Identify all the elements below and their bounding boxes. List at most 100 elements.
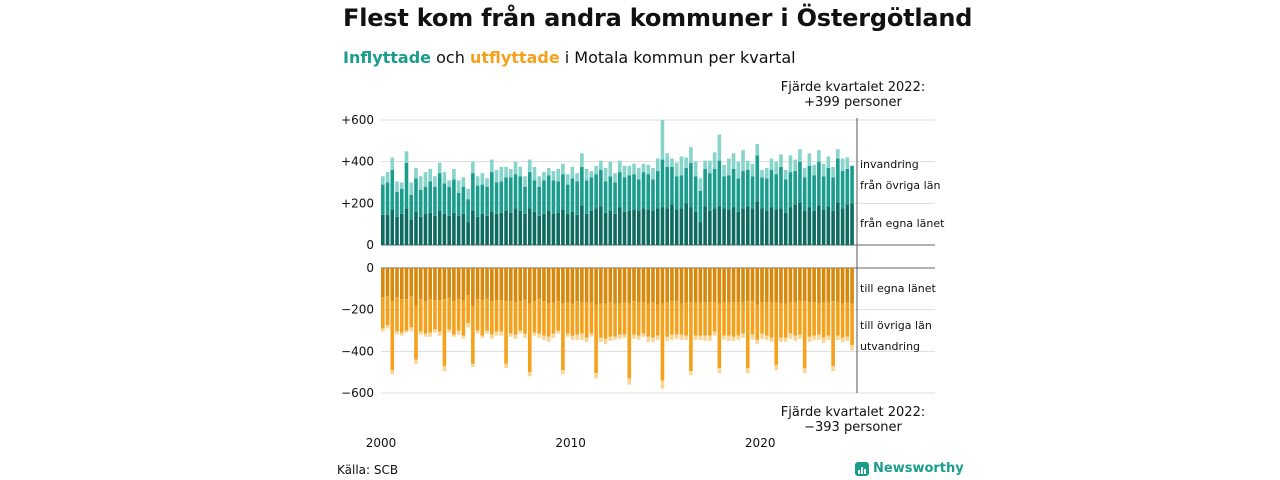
bar-in-other bbox=[646, 174, 651, 210]
bar-in-other bbox=[508, 177, 513, 213]
bar-out-local bbox=[736, 268, 741, 303]
bar-in-other bbox=[542, 180, 546, 214]
bar-out-foreign bbox=[831, 365, 835, 372]
bar-out-other bbox=[456, 299, 461, 331]
bar-out-local bbox=[589, 268, 594, 303]
bar-in-foreign bbox=[499, 166, 504, 182]
bar-out-other bbox=[603, 303, 608, 339]
bar-in-other bbox=[518, 176, 523, 211]
bar-in-other bbox=[385, 182, 390, 215]
bar-out-local bbox=[845, 268, 850, 303]
bar-out-local bbox=[802, 268, 807, 302]
bar-in-foreign bbox=[831, 166, 835, 178]
bar-in-local bbox=[461, 213, 466, 245]
bar-in-other bbox=[632, 174, 636, 210]
bar-in-other bbox=[831, 177, 835, 211]
bar-out-foreign bbox=[845, 336, 850, 341]
bar-in-local bbox=[556, 212, 560, 245]
bar-in-local bbox=[836, 202, 840, 245]
bar-out-other bbox=[698, 302, 703, 336]
bar-out-local bbox=[750, 268, 755, 302]
bar-in-other bbox=[570, 178, 575, 212]
bar-in-other bbox=[689, 162, 693, 208]
bar-out-foreign bbox=[565, 333, 570, 337]
bar-out-foreign bbox=[589, 333, 594, 337]
bar-in-local bbox=[622, 211, 627, 245]
bar-out-foreign bbox=[764, 335, 769, 340]
bar-in-foreign bbox=[551, 171, 556, 181]
x-tick-label: 2010 bbox=[555, 436, 586, 450]
bar-in-local bbox=[409, 220, 414, 245]
bar-out-local bbox=[774, 268, 779, 303]
bar-out-foreign bbox=[485, 330, 489, 334]
bar-out-other bbox=[399, 299, 404, 333]
bar-in-foreign bbox=[385, 172, 390, 183]
bar-in-foreign bbox=[779, 154, 783, 167]
bar-in-other bbox=[608, 176, 613, 211]
bar-out-local bbox=[565, 268, 570, 303]
bar-out-local bbox=[646, 268, 651, 304]
bar-out-other bbox=[712, 302, 717, 332]
bar-in-foreign bbox=[513, 161, 518, 175]
bar-out-local bbox=[826, 268, 831, 303]
bar-out-local bbox=[513, 268, 518, 303]
bar-out-other bbox=[618, 303, 622, 335]
bar-in-foreign bbox=[717, 134, 722, 161]
bar-out-other bbox=[722, 302, 726, 336]
bar-out-foreign bbox=[381, 328, 385, 332]
bar-in-local bbox=[594, 208, 598, 245]
bar-in-local bbox=[381, 214, 385, 245]
x-tick-label: 2000 bbox=[366, 436, 397, 450]
bar-out-local bbox=[385, 268, 390, 297]
bar-out-other bbox=[693, 302, 698, 336]
bar-out-local bbox=[779, 268, 783, 304]
bar-in-local bbox=[731, 207, 736, 245]
bar-in-local bbox=[769, 207, 774, 245]
bar-in-other bbox=[513, 174, 518, 209]
bar-in-foreign bbox=[599, 160, 603, 171]
bar-in-local bbox=[584, 213, 589, 245]
bar-in-other bbox=[584, 180, 589, 214]
bar-in-other bbox=[418, 189, 423, 217]
bar-out-local bbox=[452, 268, 456, 302]
bar-in-local bbox=[423, 213, 428, 245]
bar-out-other bbox=[745, 301, 750, 368]
bar-in-other bbox=[414, 178, 418, 212]
bar-out-other bbox=[584, 302, 589, 338]
bar-out-other bbox=[788, 302, 793, 334]
bar-in-local bbox=[646, 209, 651, 245]
bar-in-foreign bbox=[651, 167, 655, 180]
axis-labels: +600 +400 +200 0 0 −200 −400 −600 2000 2010 2020 bbox=[341, 113, 775, 450]
bar-out-local bbox=[423, 268, 428, 302]
bar-in-local bbox=[485, 215, 489, 245]
bar-in-other bbox=[490, 172, 494, 212]
bar-in-foreign bbox=[817, 150, 821, 162]
bar-out-local bbox=[731, 268, 736, 303]
bar-in-foreign bbox=[788, 155, 793, 173]
bar-out-other bbox=[684, 302, 688, 336]
bar-in-local bbox=[456, 215, 461, 245]
bar-out-other bbox=[551, 302, 556, 334]
bar-in-local bbox=[433, 215, 437, 245]
bar-out-local bbox=[698, 268, 703, 303]
bar-out-local bbox=[793, 268, 797, 303]
bar-out-local bbox=[570, 268, 575, 304]
bar-in-local bbox=[608, 210, 613, 245]
bar-in-local bbox=[518, 210, 523, 245]
bar-out-other bbox=[513, 302, 518, 335]
bar-out-local bbox=[437, 268, 442, 301]
bar-out-other bbox=[381, 297, 385, 329]
bar-out-local bbox=[850, 268, 854, 304]
bar-in-foreign bbox=[798, 149, 802, 162]
bar-out-other bbox=[428, 299, 432, 333]
bar-in-other bbox=[466, 199, 470, 223]
bar-in-other bbox=[381, 184, 385, 215]
bar-out-local bbox=[466, 268, 470, 296]
annotation-top-line2: +399 personer bbox=[804, 95, 902, 110]
bar-in-other bbox=[537, 186, 542, 216]
bar-out-local bbox=[428, 268, 432, 300]
bar-out-local bbox=[480, 268, 485, 301]
bar-in-foreign bbox=[456, 180, 461, 193]
bar-out-other bbox=[404, 299, 409, 331]
bar-out-local bbox=[641, 268, 646, 303]
